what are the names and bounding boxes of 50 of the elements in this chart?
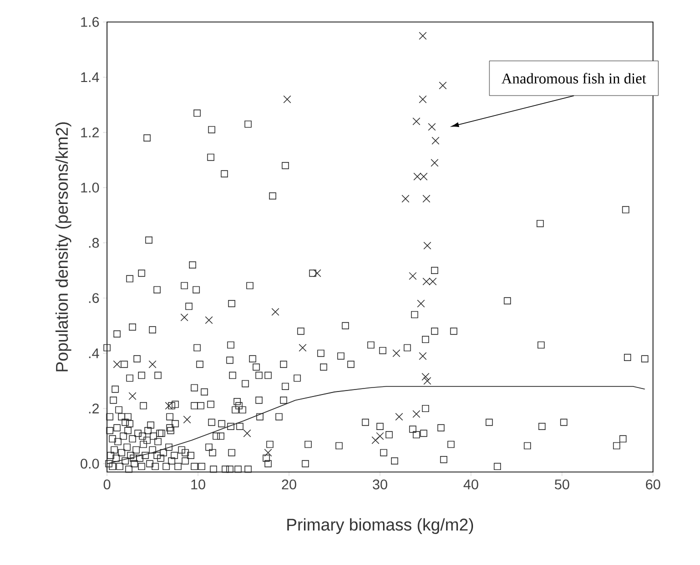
x-tick-label: 0 <box>104 479 110 490</box>
y-axis-title: Population density (persons/km2) <box>55 122 72 372</box>
point <box>430 158 438 167</box>
point <box>243 429 252 438</box>
point <box>428 123 436 131</box>
x-tick-label: 30 <box>372 479 388 490</box>
point <box>392 349 400 358</box>
point <box>418 352 427 360</box>
x-tick-label: 40 <box>464 479 478 490</box>
y-tick-label: 0.0 <box>80 458 99 469</box>
point <box>423 376 432 385</box>
y-tick-label: .4 <box>89 348 100 358</box>
point <box>422 194 430 203</box>
y-tick-label: 1.2 <box>81 128 99 138</box>
annotation: Anadromous fish in diet <box>502 72 646 84</box>
y-tick-label: 1.6 <box>81 17 99 27</box>
point <box>298 344 307 352</box>
point <box>423 242 432 250</box>
x-tick-label: 60 <box>646 479 660 490</box>
point <box>395 412 404 421</box>
point <box>128 392 136 400</box>
point <box>432 136 440 145</box>
point <box>418 32 427 40</box>
point <box>148 360 156 368</box>
point <box>402 194 410 203</box>
x-tick-label: 20 <box>282 479 296 490</box>
x-tick-label: 10 <box>191 479 206 490</box>
y-tick-label: .2 <box>89 404 99 414</box>
y-tick-label: 1.4 <box>81 72 100 82</box>
point <box>372 436 380 444</box>
point <box>180 314 188 322</box>
point <box>271 308 280 316</box>
x-tick-label: 50 <box>554 479 570 490</box>
y-tick-label: 1.0 <box>81 182 99 193</box>
point <box>376 432 384 440</box>
point <box>283 95 292 104</box>
y-tick-label: .8 <box>89 238 99 248</box>
y-tick-label: .6 <box>89 293 99 303</box>
point <box>313 269 322 278</box>
point <box>264 448 272 457</box>
point <box>183 416 191 424</box>
point <box>412 410 420 418</box>
point <box>205 316 213 324</box>
point <box>418 95 427 104</box>
x-axis-title: Primary biomass (kg/m2) <box>287 518 474 534</box>
point <box>422 372 430 381</box>
point <box>417 300 425 308</box>
point <box>408 272 417 280</box>
point <box>412 117 420 126</box>
point <box>438 82 447 90</box>
